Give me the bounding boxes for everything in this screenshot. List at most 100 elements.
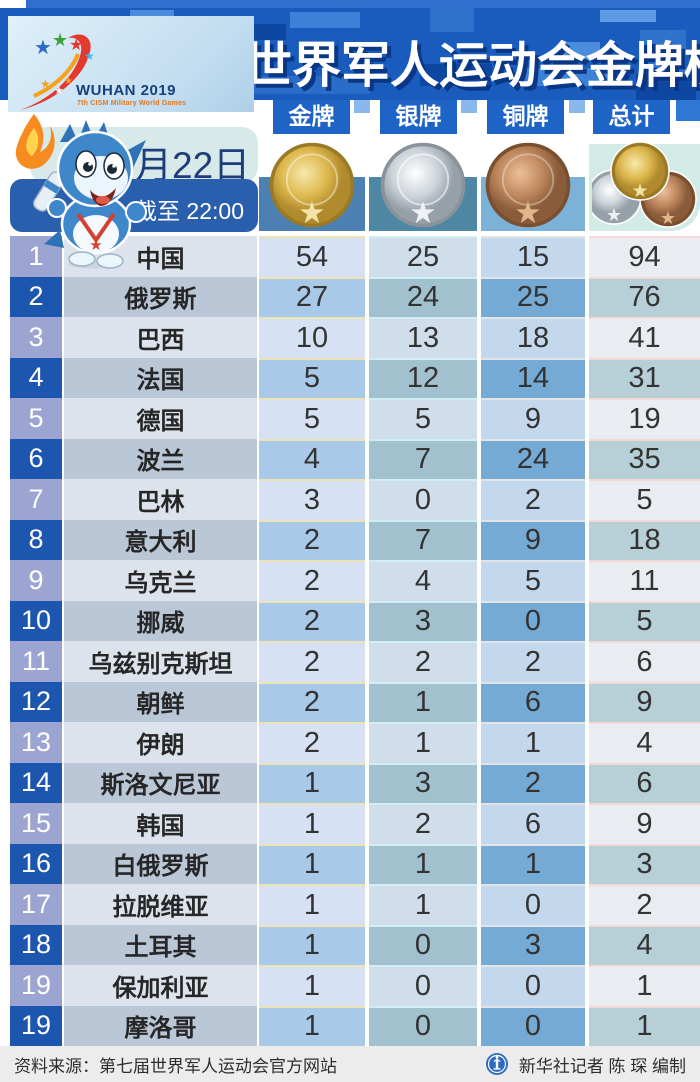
gold-count-cell: 2 (259, 681, 365, 722)
country-cell: 土耳其 (64, 924, 257, 965)
silver-count-cell: 24 (369, 276, 477, 317)
bronze-count-cell: 1 (481, 843, 585, 884)
gold-count-cell: 1 (259, 884, 365, 925)
silver-count-cell: 0 (369, 1005, 477, 1046)
credit-note: 新华社记者 陈 琛 编制 (518, 1056, 686, 1076)
column-header-bronze: 铜牌 (487, 100, 564, 134)
total-count-cell: 4 (589, 722, 700, 763)
svg-text:★: ★ (84, 49, 95, 63)
silver-count-cell: 2 (369, 803, 477, 844)
total-count-cell: 6 (589, 641, 700, 682)
wuhan-2019-logo: ★ ★ ★ ★ ★ ★ ★ WUHAN 2019 7th CISM Milita… (8, 16, 254, 112)
country-cell: 德国 (64, 398, 257, 439)
table-row: 3 巴西 10 13 18 41 (0, 317, 700, 358)
table-row: 19 保加利亚 1 0 0 1 (0, 965, 700, 1006)
country-cell: 保加利亚 (64, 965, 257, 1006)
silver-count-cell: 7 (369, 438, 477, 479)
silver-medal-icon: ★ (380, 142, 466, 230)
silver-count-cell: 1 (369, 681, 477, 722)
rank-cell: 4 (10, 357, 62, 398)
rank-cell: 8 (10, 519, 62, 560)
rank-cell: 12 (10, 681, 62, 722)
gold-count-cell: 10 (259, 317, 365, 358)
gold-count-cell: 1 (259, 924, 365, 965)
total-count-cell: 3 (589, 843, 700, 884)
total-count-cell: 5 (589, 479, 700, 520)
table-row: 7 巴林 3 0 2 5 (0, 479, 700, 520)
country-cell: 巴西 (64, 317, 257, 358)
rank-cell: 11 (10, 641, 62, 682)
country-cell: 意大利 (64, 519, 257, 560)
total-count-cell: 9 (589, 681, 700, 722)
rank-cell: 2 (10, 276, 62, 317)
country-cell: 朝鲜 (64, 681, 257, 722)
banner-square (461, 100, 477, 113)
gold-count-cell: 2 (259, 600, 365, 641)
country-cell: 巴林 (64, 479, 257, 520)
svg-text:★: ★ (69, 37, 83, 54)
gold-count-cell: 54 (259, 236, 365, 277)
banner-mosaic (420, 64, 492, 86)
svg-text:★: ★ (89, 237, 102, 254)
total-count-cell: 94 (589, 236, 700, 277)
bronze-count-cell: 3 (481, 924, 585, 965)
table-row: 9 乌克兰 2 4 5 11 (0, 560, 700, 601)
total-count-cell: 2 (589, 884, 700, 925)
banner-mosaic (600, 10, 656, 22)
silver-count-cell: 1 (369, 843, 477, 884)
star-ribbon-icon: ★ ★ ★ ★ ★ ★ ★ (20, 30, 95, 110)
table-row: 5 德国 5 5 9 19 (0, 398, 700, 439)
table-row: 2 俄罗斯 27 24 25 76 (0, 276, 700, 317)
bronze-count-cell: 2 (481, 762, 585, 803)
bronze-count-cell: 2 (481, 479, 585, 520)
gold-count-cell: 5 (259, 357, 365, 398)
table-row: 14 斯洛文尼亚 1 3 2 6 (0, 762, 700, 803)
bronze-count-cell: 0 (481, 965, 585, 1006)
gold-count-cell: 5 (259, 398, 365, 439)
country-cell: 挪威 (64, 600, 257, 641)
rank-cell: 6 (10, 438, 62, 479)
rank-cell: 19 (10, 965, 62, 1006)
bronze-count-cell: 18 (481, 317, 585, 358)
banner-square (676, 100, 700, 121)
silver-count-cell: 7 (369, 519, 477, 560)
total-count-cell: 5 (589, 600, 700, 641)
footer: 资料来源：第七届世界军人运动会官方网站 新华社记者 陈 琛 编制 (0, 1046, 700, 1082)
total-count-cell: 11 (589, 560, 700, 601)
rank-cell: 3 (10, 317, 62, 358)
gold-count-cell: 4 (259, 438, 365, 479)
total-count-cell: 41 (589, 317, 700, 358)
total-count-cell: 18 (589, 519, 700, 560)
silver-count-cell: 12 (369, 357, 477, 398)
rank-cell: 7 (10, 479, 62, 520)
svg-text:★: ★ (64, 76, 73, 87)
table-row: 17 拉脱维亚 1 1 0 2 (0, 884, 700, 925)
mascot-bingbing-icon: ★ (15, 114, 147, 269)
gold-count-cell: 27 (259, 276, 365, 317)
country-cell: 拉脱维亚 (64, 884, 257, 925)
column-header-gold: 金牌 (273, 100, 350, 134)
silver-count-cell: 0 (369, 965, 477, 1006)
table-row: 11 乌兹别克斯坦 2 2 2 6 (0, 641, 700, 682)
source-note: 资料来源：第七届世界军人运动会官方网站 (14, 1056, 337, 1076)
gold-count-cell: 1 (259, 803, 365, 844)
banner-mosaic (640, 30, 686, 72)
bronze-count-cell: 6 (481, 803, 585, 844)
bronze-count-cell: 0 (481, 884, 585, 925)
silver-count-cell: 1 (369, 722, 477, 763)
total-count-cell: 76 (589, 276, 700, 317)
country-cell: 俄罗斯 (64, 276, 257, 317)
total-count-cell: 1 (589, 965, 700, 1006)
rank-cell: 19 (10, 1005, 62, 1046)
bronze-count-cell: 1 (481, 722, 585, 763)
gold-count-cell: 2 (259, 641, 365, 682)
country-cell: 法国 (64, 357, 257, 398)
rank-cell: 17 (10, 884, 62, 925)
svg-text:★: ★ (660, 208, 676, 228)
xinhua-logo-icon (485, 1053, 508, 1075)
total-count-cell: 35 (589, 438, 700, 479)
country-cell: 韩国 (64, 803, 257, 844)
total-count-cell: 19 (589, 398, 700, 439)
banner-square (354, 100, 370, 113)
